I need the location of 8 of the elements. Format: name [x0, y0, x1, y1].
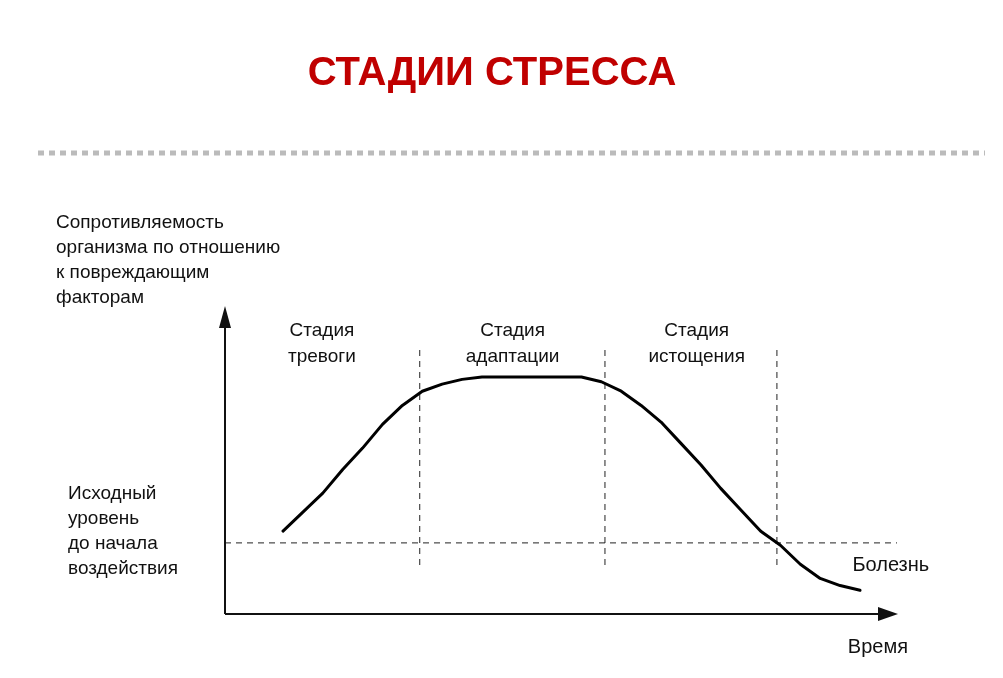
y-axis-title: Сопротивляемость организма по отношению к повреждающим факторам — [56, 211, 281, 307]
ref-line-label: Исходный уровень до начала воздействия — [68, 482, 178, 579]
chart-title: СТАДИИ СТРЕССА — [307, 49, 677, 93]
text: Стадия истощения — [648, 319, 745, 366]
annotation: Болезнь — [852, 553, 930, 575]
x-axis-title: Время — [847, 635, 908, 657]
text: Стадия адаптации — [465, 319, 560, 366]
text: Стадия тревоги — [288, 319, 356, 366]
